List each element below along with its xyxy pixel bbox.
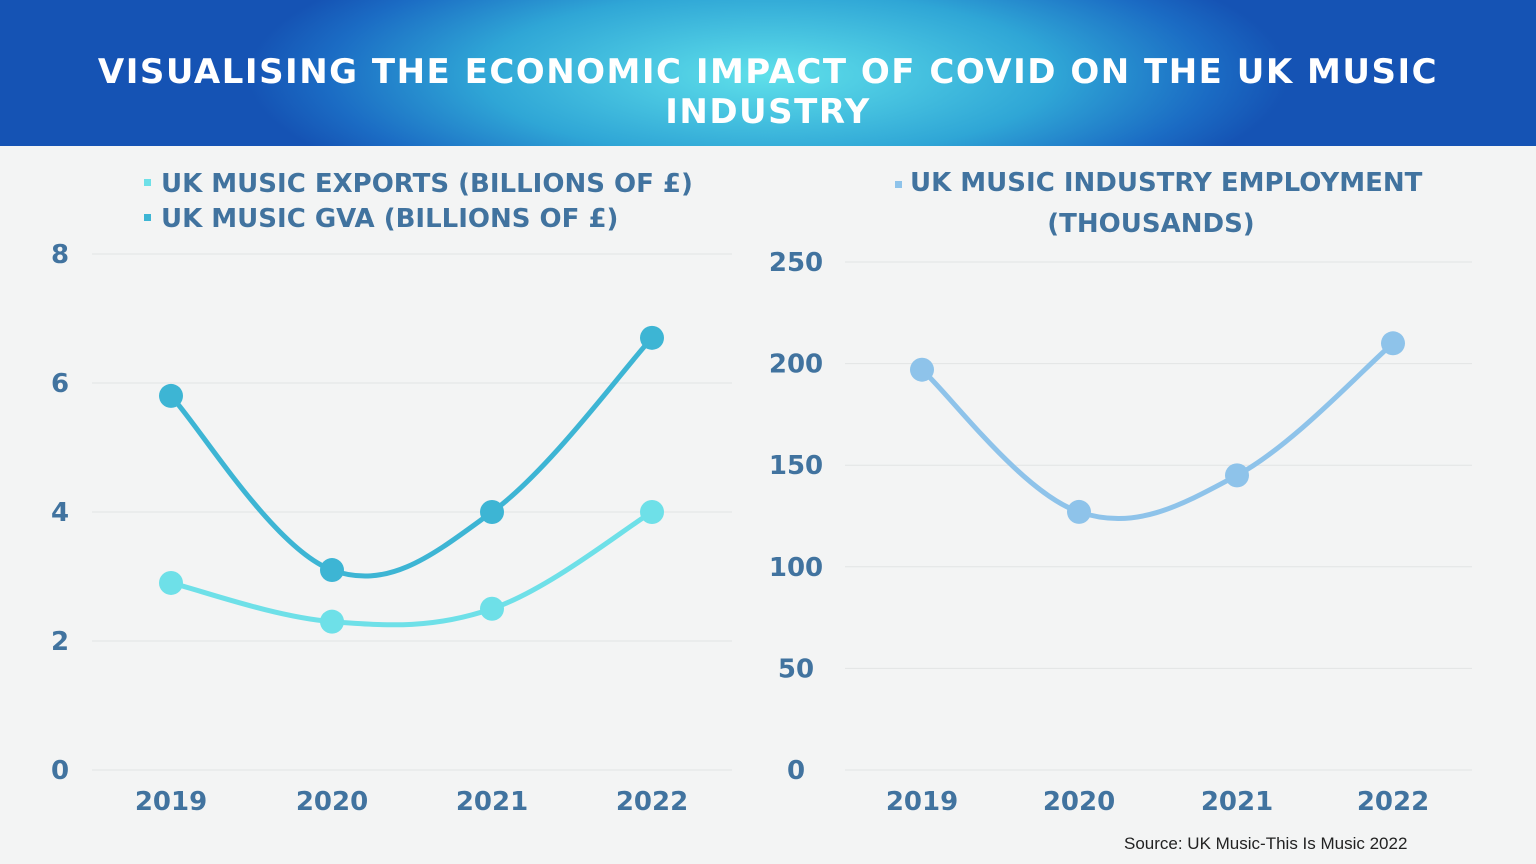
data-point	[640, 325, 664, 350]
y-tick-label: 200	[769, 350, 823, 380]
data-point	[910, 357, 934, 382]
data-point	[1225, 463, 1249, 488]
legend-swatch	[895, 181, 902, 188]
data-point	[480, 596, 504, 621]
data-point	[640, 500, 664, 524]
data-point	[320, 609, 344, 634]
data-point	[1381, 331, 1405, 356]
x-tick-label: 2020	[296, 787, 368, 817]
y-tick-label: 150	[769, 451, 823, 481]
x-tick-label: 2019	[135, 787, 207, 817]
y-tick-label: 4	[51, 498, 69, 528]
chart-2: 0 50 100 150 200 250 2019 2020 2021 2022 UK MUSIC …	[769, 168, 1472, 817]
data-point	[1067, 499, 1091, 524]
data-point	[480, 500, 504, 524]
chart-1: 0 2 4 6 8 2019 2020 2021 2022 UK MUSIC EXPORTS (B…	[51, 169, 732, 817]
y-tick-label: 2	[51, 627, 69, 657]
source-note: Source: UK Music-This Is Music 2022	[1124, 834, 1408, 853]
series-line	[919, 340, 1396, 521]
y-tick-label: 50	[778, 654, 814, 684]
x-tick-label: 2022	[616, 787, 688, 817]
y-tick-label: 0	[51, 756, 69, 786]
x-tick-label: 2022	[1357, 787, 1429, 817]
y-tick-label: 0	[787, 756, 805, 786]
y-tick-label: 100	[769, 553, 823, 583]
series-line	[168, 335, 655, 579]
legend-swatch	[144, 214, 151, 221]
charts: 0 2 4 6 8 2019 2020 2021 2022 UK MUSIC EXPORTS (B…	[51, 168, 1472, 817]
data-point	[159, 570, 183, 595]
x-tick-label: 2020	[1043, 787, 1115, 817]
series-line	[168, 509, 655, 628]
x-tick-label: 2021	[456, 787, 528, 817]
legend-label: UK MUSIC EXPORTS (BILLIONS OF £)	[161, 169, 693, 199]
legend-swatch	[144, 179, 151, 186]
y-tick-label: 6	[51, 369, 69, 399]
page-title: VISUALISING THE ECONOMIC IMPACT OF COVID…	[97, 52, 1439, 132]
legend-label: UK MUSIC INDUSTRY EMPLOYMENT	[910, 168, 1423, 198]
x-tick-label: 2019	[886, 787, 958, 817]
y-tick-label: 250	[769, 248, 823, 278]
legend-label: (THOUSANDS)	[1047, 209, 1254, 239]
data-point	[320, 558, 344, 583]
data-point	[159, 383, 183, 408]
legend-label: UK MUSIC GVA (BILLIONS OF £)	[161, 204, 618, 234]
x-tick-label: 2021	[1201, 787, 1273, 817]
title-banner: VISUALISING THE ECONOMIC IMPACT OF COVID…	[0, 0, 1536, 146]
y-tick-label: 8	[51, 240, 69, 270]
